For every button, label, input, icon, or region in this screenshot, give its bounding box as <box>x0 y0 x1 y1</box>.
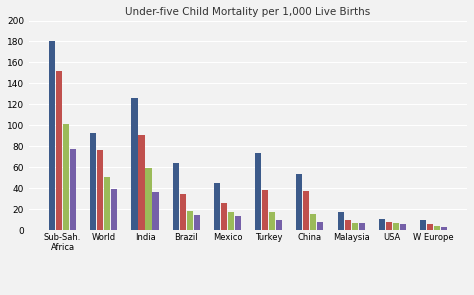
Legend: 1990, 2000, 2010, 2018: 1990, 2000, 2010, 2018 <box>177 293 319 295</box>
Bar <box>97 150 103 230</box>
Bar <box>337 212 344 230</box>
Bar <box>90 133 96 230</box>
Bar <box>194 215 200 230</box>
Bar <box>434 226 440 230</box>
Bar <box>276 219 283 230</box>
Bar <box>187 211 193 230</box>
Bar <box>400 224 406 230</box>
Bar <box>221 203 227 230</box>
Bar <box>262 190 268 230</box>
Bar <box>173 163 179 230</box>
Bar <box>441 227 447 230</box>
Bar <box>214 183 220 230</box>
Bar <box>310 214 317 230</box>
Bar <box>49 42 55 230</box>
Bar <box>138 135 145 230</box>
Bar <box>393 223 399 230</box>
Bar <box>386 222 392 230</box>
Bar <box>296 173 302 230</box>
Bar <box>303 191 310 230</box>
Bar <box>235 217 241 230</box>
Bar <box>104 177 110 230</box>
Bar <box>345 219 351 230</box>
Bar <box>427 224 433 230</box>
Bar <box>352 223 358 230</box>
Bar <box>153 192 159 230</box>
Bar <box>420 219 426 230</box>
Title: Under-five Child Mortality per 1,000 Live Births: Under-five Child Mortality per 1,000 Liv… <box>126 7 371 17</box>
Bar <box>146 168 152 230</box>
Bar <box>63 124 69 230</box>
Bar <box>358 223 365 230</box>
Bar <box>317 222 323 230</box>
Bar <box>180 194 186 230</box>
Bar <box>269 212 275 230</box>
Bar <box>56 71 62 230</box>
Bar <box>255 153 261 230</box>
Bar <box>379 219 385 230</box>
Bar <box>131 98 137 230</box>
Bar <box>70 149 76 230</box>
Bar <box>111 189 118 230</box>
Bar <box>228 212 234 230</box>
